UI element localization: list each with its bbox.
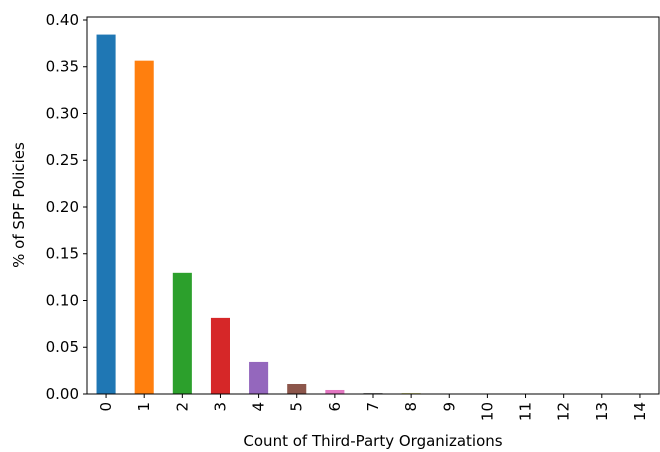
- y-axis-label: % of SPF Policies: [10, 142, 28, 268]
- bar: [325, 389, 345, 394]
- x-tick-label: 4: [250, 402, 268, 412]
- y-tick-label: 0.25: [46, 151, 79, 169]
- x-tick-label: 9: [440, 402, 458, 412]
- bar: [210, 317, 230, 394]
- y-tick-label: 0.30: [46, 104, 79, 122]
- y-tick-label: 0.40: [46, 11, 79, 29]
- y-tick-label: 0.20: [46, 198, 79, 216]
- y-tick-label: 0.05: [46, 338, 79, 356]
- x-tick-label: 2: [173, 402, 191, 412]
- x-tick-label: 14: [631, 402, 649, 421]
- x-tick-label: 1: [135, 402, 153, 412]
- bar: [172, 272, 192, 394]
- plot-frame: [86, 16, 660, 395]
- bar: [287, 383, 307, 394]
- x-axis-label: Count of Third-Party Organizations: [243, 432, 502, 450]
- x-tick-label: 12: [555, 402, 573, 421]
- x-tick-label: 13: [593, 402, 611, 421]
- x-tick-label: 0: [97, 402, 115, 412]
- y-tick-label: 0.10: [46, 291, 79, 309]
- bar: [134, 60, 154, 394]
- x-tick-label: 8: [402, 402, 420, 412]
- x-tick-label: 10: [478, 402, 496, 421]
- y-tick-label: 0.15: [46, 245, 79, 263]
- x-tick-label: 3: [211, 402, 229, 412]
- x-tick-label: 11: [517, 402, 535, 421]
- x-tick-label: 6: [326, 402, 344, 412]
- bar: [96, 34, 116, 395]
- y-tick-label: 0.35: [46, 58, 79, 76]
- bar: [249, 361, 269, 394]
- x-tick-label: 7: [364, 402, 382, 412]
- x-tick-label: 5: [288, 402, 306, 412]
- y-tick-label: 0.00: [46, 385, 79, 403]
